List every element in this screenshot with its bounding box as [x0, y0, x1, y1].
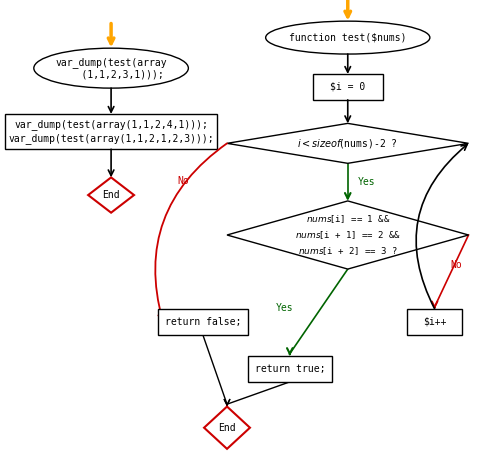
- Text: return true;: return true;: [255, 364, 325, 374]
- FancyBboxPatch shape: [5, 114, 217, 149]
- FancyBboxPatch shape: [158, 309, 247, 335]
- Text: $i++: $i++: [423, 317, 446, 327]
- Text: var_dump(test(array
    (1,1,2,3,1)));: var_dump(test(array (1,1,2,3,1)));: [55, 57, 167, 79]
- Text: No: No: [451, 260, 462, 270]
- Ellipse shape: [266, 21, 430, 54]
- Text: return false;: return false;: [165, 317, 241, 327]
- FancyBboxPatch shape: [247, 356, 332, 382]
- Text: $i < sizeof($nums)-2 ?: $i < sizeof($nums)-2 ?: [298, 137, 398, 150]
- Text: var_dump(test(array(1,1,2,4,1)));
var_dump(test(array(1,1,2,1,2,3)));: var_dump(test(array(1,1,2,4,1))); var_du…: [8, 119, 214, 144]
- Text: Yes: Yes: [357, 177, 375, 187]
- Text: Yes: Yes: [276, 303, 294, 313]
- Text: End: End: [218, 423, 236, 433]
- Polygon shape: [204, 407, 250, 449]
- Text: End: End: [102, 190, 120, 200]
- Ellipse shape: [34, 48, 188, 88]
- Text: $nums[$i] == 1 &&
$nums[$i + 1] == 2 &&
$nums[$i + 2] == 3 ?: $nums[$i] == 1 && $nums[$i + 1] == 2 && …: [295, 213, 401, 257]
- Polygon shape: [227, 201, 469, 269]
- Text: $i = 0: $i = 0: [330, 82, 365, 92]
- Text: function test($nums): function test($nums): [289, 32, 407, 43]
- Text: No: No: [178, 176, 189, 186]
- FancyBboxPatch shape: [407, 309, 463, 335]
- Polygon shape: [227, 124, 469, 163]
- FancyBboxPatch shape: [313, 74, 383, 100]
- Polygon shape: [88, 178, 134, 212]
